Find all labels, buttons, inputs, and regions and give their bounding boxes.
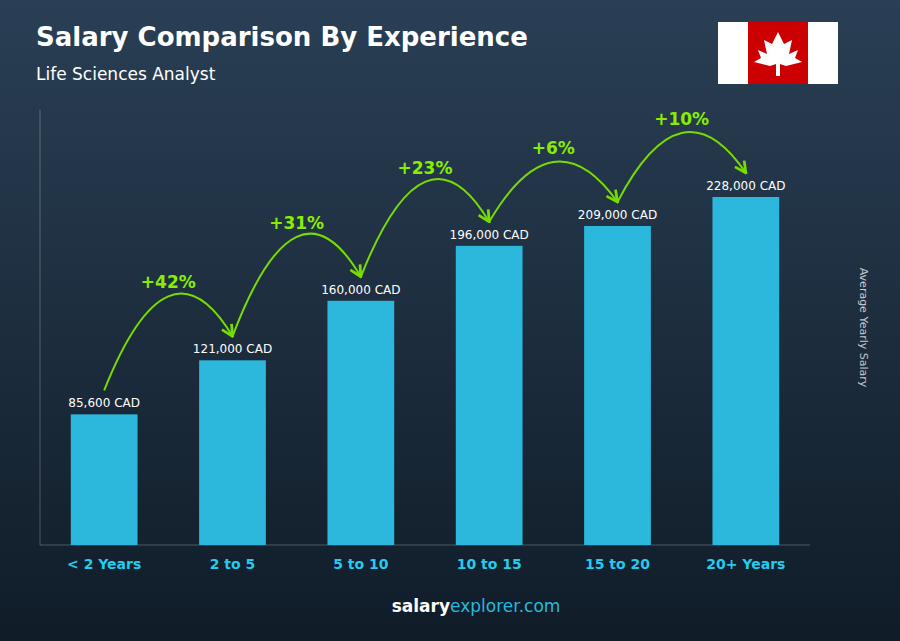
y-axis-label: Average Yearly Salary — [857, 268, 870, 388]
annotation: +42% — [141, 272, 196, 292]
arc-arrow — [489, 162, 617, 222]
annotation: +31% — [269, 213, 324, 233]
flag-red — [748, 22, 808, 84]
data-label: 196,000 CAD — [450, 228, 529, 242]
bar — [584, 226, 651, 545]
title: Salary Comparison By Experience — [36, 22, 528, 52]
data-label: 121,000 CAD — [193, 342, 272, 356]
footer: salary — [392, 596, 450, 616]
bar — [71, 414, 138, 545]
x-tick-label: 5 to 10 — [333, 556, 389, 572]
x-tick-label: 20+ Years — [706, 556, 785, 572]
flag-leaf — [754, 32, 802, 76]
subtitle: Life Sciences Analyst — [36, 64, 216, 84]
bars — [71, 197, 779, 545]
data-label: 160,000 CAD — [321, 283, 400, 297]
x-tick-label: 2 to 5 — [210, 556, 256, 572]
x-tick-label: 10 to 15 — [457, 556, 522, 572]
data-label: 209,000 CAD — [578, 208, 657, 222]
bar — [327, 301, 394, 545]
bar — [712, 197, 779, 545]
x-axis-line — [40, 545, 810, 546]
x-tick-label: < 2 Years — [67, 556, 141, 572]
annotation: +10% — [654, 109, 709, 129]
background — [0, 0, 900, 641]
flag-white — [718, 22, 838, 84]
annotation: +23% — [398, 158, 453, 178]
y-axis-line — [40, 110, 41, 545]
arc-arrow — [233, 234, 361, 337]
bar — [199, 360, 266, 545]
footer: explorer.com — [450, 596, 560, 616]
data-label: 85,600 CAD — [68, 396, 140, 410]
data-label: 228,000 CAD — [706, 179, 785, 193]
arc-arrow — [618, 132, 746, 202]
chart: Salary Comparison By Experience Life Scie… — [0, 0, 900, 641]
arc-arrow — [104, 294, 232, 391]
x-tick-label: 15 to 20 — [585, 556, 650, 572]
annotation: +6% — [532, 138, 575, 158]
arc-arrow — [361, 179, 489, 277]
bar — [456, 246, 523, 545]
flag — [718, 22, 838, 84]
